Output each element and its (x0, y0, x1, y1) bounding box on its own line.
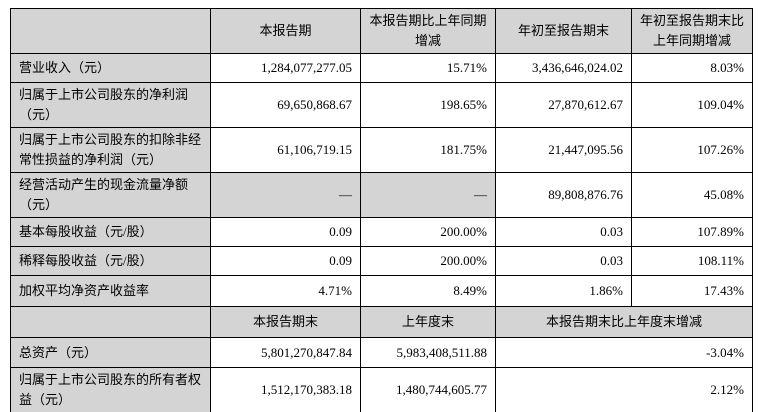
row-label: 归属于上市公司股东的扣除非经常性损益的净利润（元） (10, 127, 211, 173)
value-current-period: 4.71% (210, 275, 361, 307)
value-ytd-change: 107.89% (631, 217, 753, 247)
corner-cell (10, 306, 211, 338)
value-current-period: — (210, 172, 361, 218)
corner-cell (10, 8, 211, 54)
value-current-period-change: 198.65% (360, 82, 496, 128)
column-header-ytd: 年初至报告期末 (495, 8, 632, 54)
value-current-period: 61,106,719.15 (210, 127, 361, 173)
value-ytd: 21,447,095.56 (495, 127, 632, 173)
value-current-period-change: 200.00% (360, 217, 496, 247)
value-ytd-change: 8.03% (631, 53, 753, 83)
column-header-current-period-yoy-change: 本报告期比上年同期增减 (360, 8, 496, 54)
value-ytd-change: 45.08% (631, 172, 753, 218)
value-ytd-change: 108.11% (631, 246, 753, 276)
value-prev-year-end: 1,480,744,605.77 (360, 367, 496, 412)
row-label: 营业收入（元） (10, 53, 211, 83)
table-row-operating-cash-flow: 经营活动产生的现金流量净额（元） — — 89,808,876.76 45.08… (10, 172, 753, 218)
value-end-of-period: 5,801,270,847.84 (210, 337, 361, 368)
table-row-weighted-avg-roe: 加权平均净资产收益率 4.71% 8.49% 1.86% 17.43% (10, 275, 753, 307)
row-label: 加权平均净资产收益率 (10, 275, 211, 307)
value-current-period: 0.09 (210, 246, 361, 276)
value-ytd: 1.86% (495, 275, 632, 307)
table-row-owners-equity: 归属于上市公司股东的所有者权益（元） 1,512,170,383.18 1,48… (10, 367, 753, 412)
value-ytd: 27,870,612.67 (495, 82, 632, 128)
value-ytd: 3,436,646,024.02 (495, 53, 632, 83)
value-ytd: 0.03 (495, 217, 632, 247)
column-header-ytd-yoy-change: 年初至报告期末比上年同期增减 (631, 8, 753, 54)
value-ytd-change: 17.43% (631, 275, 753, 307)
table-row-operating-revenue: 营业收入（元） 1,284,077,277.05 15.71% 3,436,64… (10, 53, 753, 83)
row-label: 归属于上市公司股东的净利润（元） (10, 82, 211, 128)
table-row-basic-eps: 基本每股收益（元/股） 0.09 200.00% 0.03 107.89% (10, 217, 753, 247)
row-label: 基本每股收益（元/股） (10, 217, 211, 247)
column-header-change-vs-prev-year-end: 本报告期末比上年度末增减 (495, 306, 753, 338)
row-label: 经营活动产生的现金流量净额（元） (10, 172, 211, 218)
table-row-diluted-eps: 稀释每股收益（元/股） 0.09 200.00% 0.03 108.11% (10, 246, 753, 276)
table-row-net-profit-excl-nonrecurring: 归属于上市公司股东的扣除非经常性损益的净利润（元） 61,106,719.15 … (10, 127, 753, 173)
value-ytd: 89,808,876.76 (495, 172, 632, 218)
row-label: 总资产（元） (10, 337, 211, 368)
period-header-row: 本报告期 本报告期比上年同期增减 年初至报告期末 年初至报告期末比上年同期增减 (10, 8, 753, 54)
value-current-period-change: — (360, 172, 496, 218)
value-ytd-change: 107.26% (631, 127, 753, 173)
row-label: 归属于上市公司股东的所有者权益（元） (10, 367, 211, 412)
value-current-period: 1,284,077,277.05 (210, 53, 361, 83)
value-current-period-change: 181.75% (360, 127, 496, 173)
row-label: 稀释每股收益（元/股） (10, 246, 211, 276)
value-current-period: 0.09 (210, 217, 361, 247)
table-row-total-assets: 总资产（元） 5,801,270,847.84 5,983,408,511.88… (10, 337, 753, 368)
value-change: -3.04% (495, 337, 753, 368)
value-ytd-change: 109.04% (631, 82, 753, 128)
value-current-period: 69,650,868.67 (210, 82, 361, 128)
value-ytd: 0.03 (495, 246, 632, 276)
value-prev-year-end: 5,983,408,511.88 (360, 337, 496, 368)
value-end-of-period: 1,512,170,383.18 (210, 367, 361, 412)
value-current-period-change: 200.00% (360, 246, 496, 276)
column-header-end-of-report-period: 本报告期末 (210, 306, 361, 338)
value-current-period-change: 8.49% (360, 275, 496, 307)
eop-header-row: 本报告期末 上年度末 本报告期末比上年度末增减 (10, 306, 753, 338)
value-change: 2.12% (495, 367, 753, 412)
column-header-prev-year-end: 上年度末 (360, 306, 496, 338)
column-header-current-period: 本报告期 (210, 8, 361, 54)
value-current-period-change: 15.71% (360, 53, 496, 83)
financial-indicators-table: 本报告期 本报告期比上年同期增减 年初至报告期末 年初至报告期末比上年同期增减 … (10, 8, 753, 412)
table-row-net-profit: 归属于上市公司股东的净利润（元） 69,650,868.67 198.65% 2… (10, 82, 753, 128)
